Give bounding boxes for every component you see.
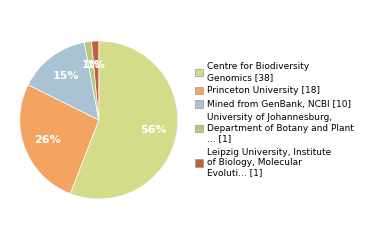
Text: 1%: 1% [87,60,106,70]
Text: 26%: 26% [34,135,60,145]
Text: 56%: 56% [140,125,166,135]
Wedge shape [20,85,99,194]
Wedge shape [70,41,178,199]
Text: 1%: 1% [82,60,101,70]
Wedge shape [84,41,99,120]
Text: 15%: 15% [52,71,79,81]
Wedge shape [92,41,99,120]
Wedge shape [28,42,99,120]
Legend: Centre for Biodiversity
Genomics [38], Princeton University [18], Mined from Gen: Centre for Biodiversity Genomics [38], P… [195,62,354,178]
